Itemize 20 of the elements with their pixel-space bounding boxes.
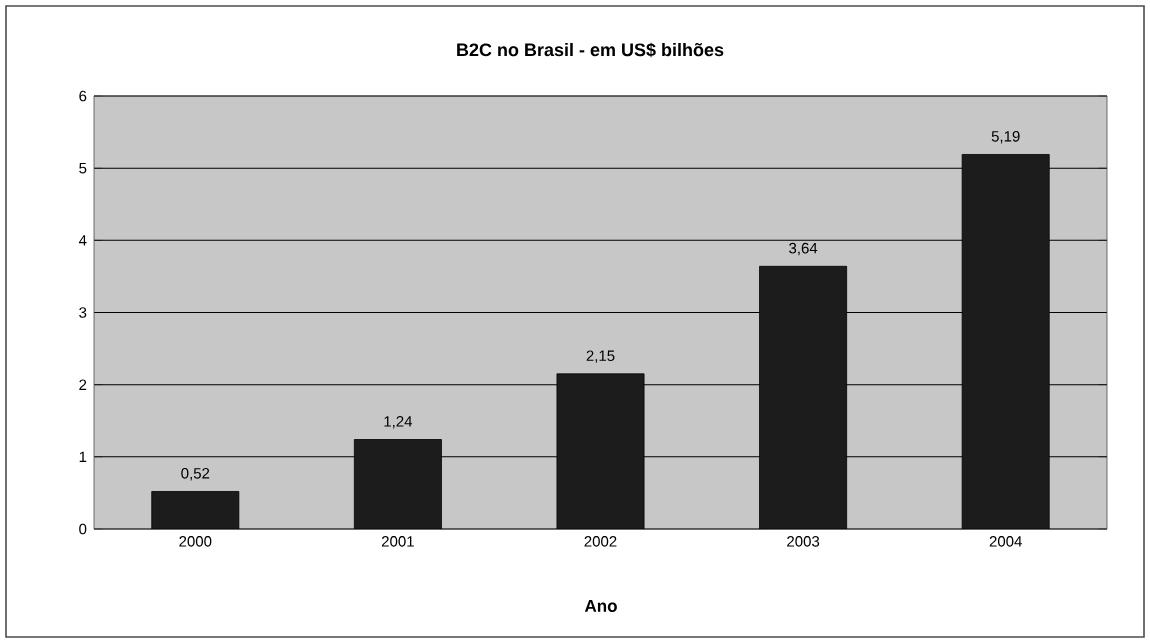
x-tick-label: 2004 <box>989 536 1022 547</box>
x-tick-label: 2001 <box>381 536 414 547</box>
y-tick-label: 6 <box>79 90 87 102</box>
y-tick-label: 2 <box>79 379 87 390</box>
data-label: 5,19 <box>991 131 1020 144</box>
y-tick-label: 1 <box>79 451 87 462</box>
data-label: 0,52 <box>181 468 210 481</box>
x-axis-title: Ano <box>584 600 617 612</box>
x-tick-label: 2003 <box>787 536 820 547</box>
y-tick-label: 5 <box>79 162 87 174</box>
data-label: 3,64 <box>789 242 818 256</box>
chart-title: B2C no Brasil - em US$ bilhões <box>457 42 724 58</box>
y-tick-label: 3 <box>79 307 87 318</box>
data-label: 1,24 <box>384 416 413 429</box>
x-tick-label: 2002 <box>584 536 617 547</box>
y-tick-label: 4 <box>78 235 87 246</box>
x-tick-label: 2000 <box>179 536 212 547</box>
bar <box>151 491 240 529</box>
y-tick-label: 0 <box>79 523 87 535</box>
data-label: 2,15 <box>586 350 615 363</box>
